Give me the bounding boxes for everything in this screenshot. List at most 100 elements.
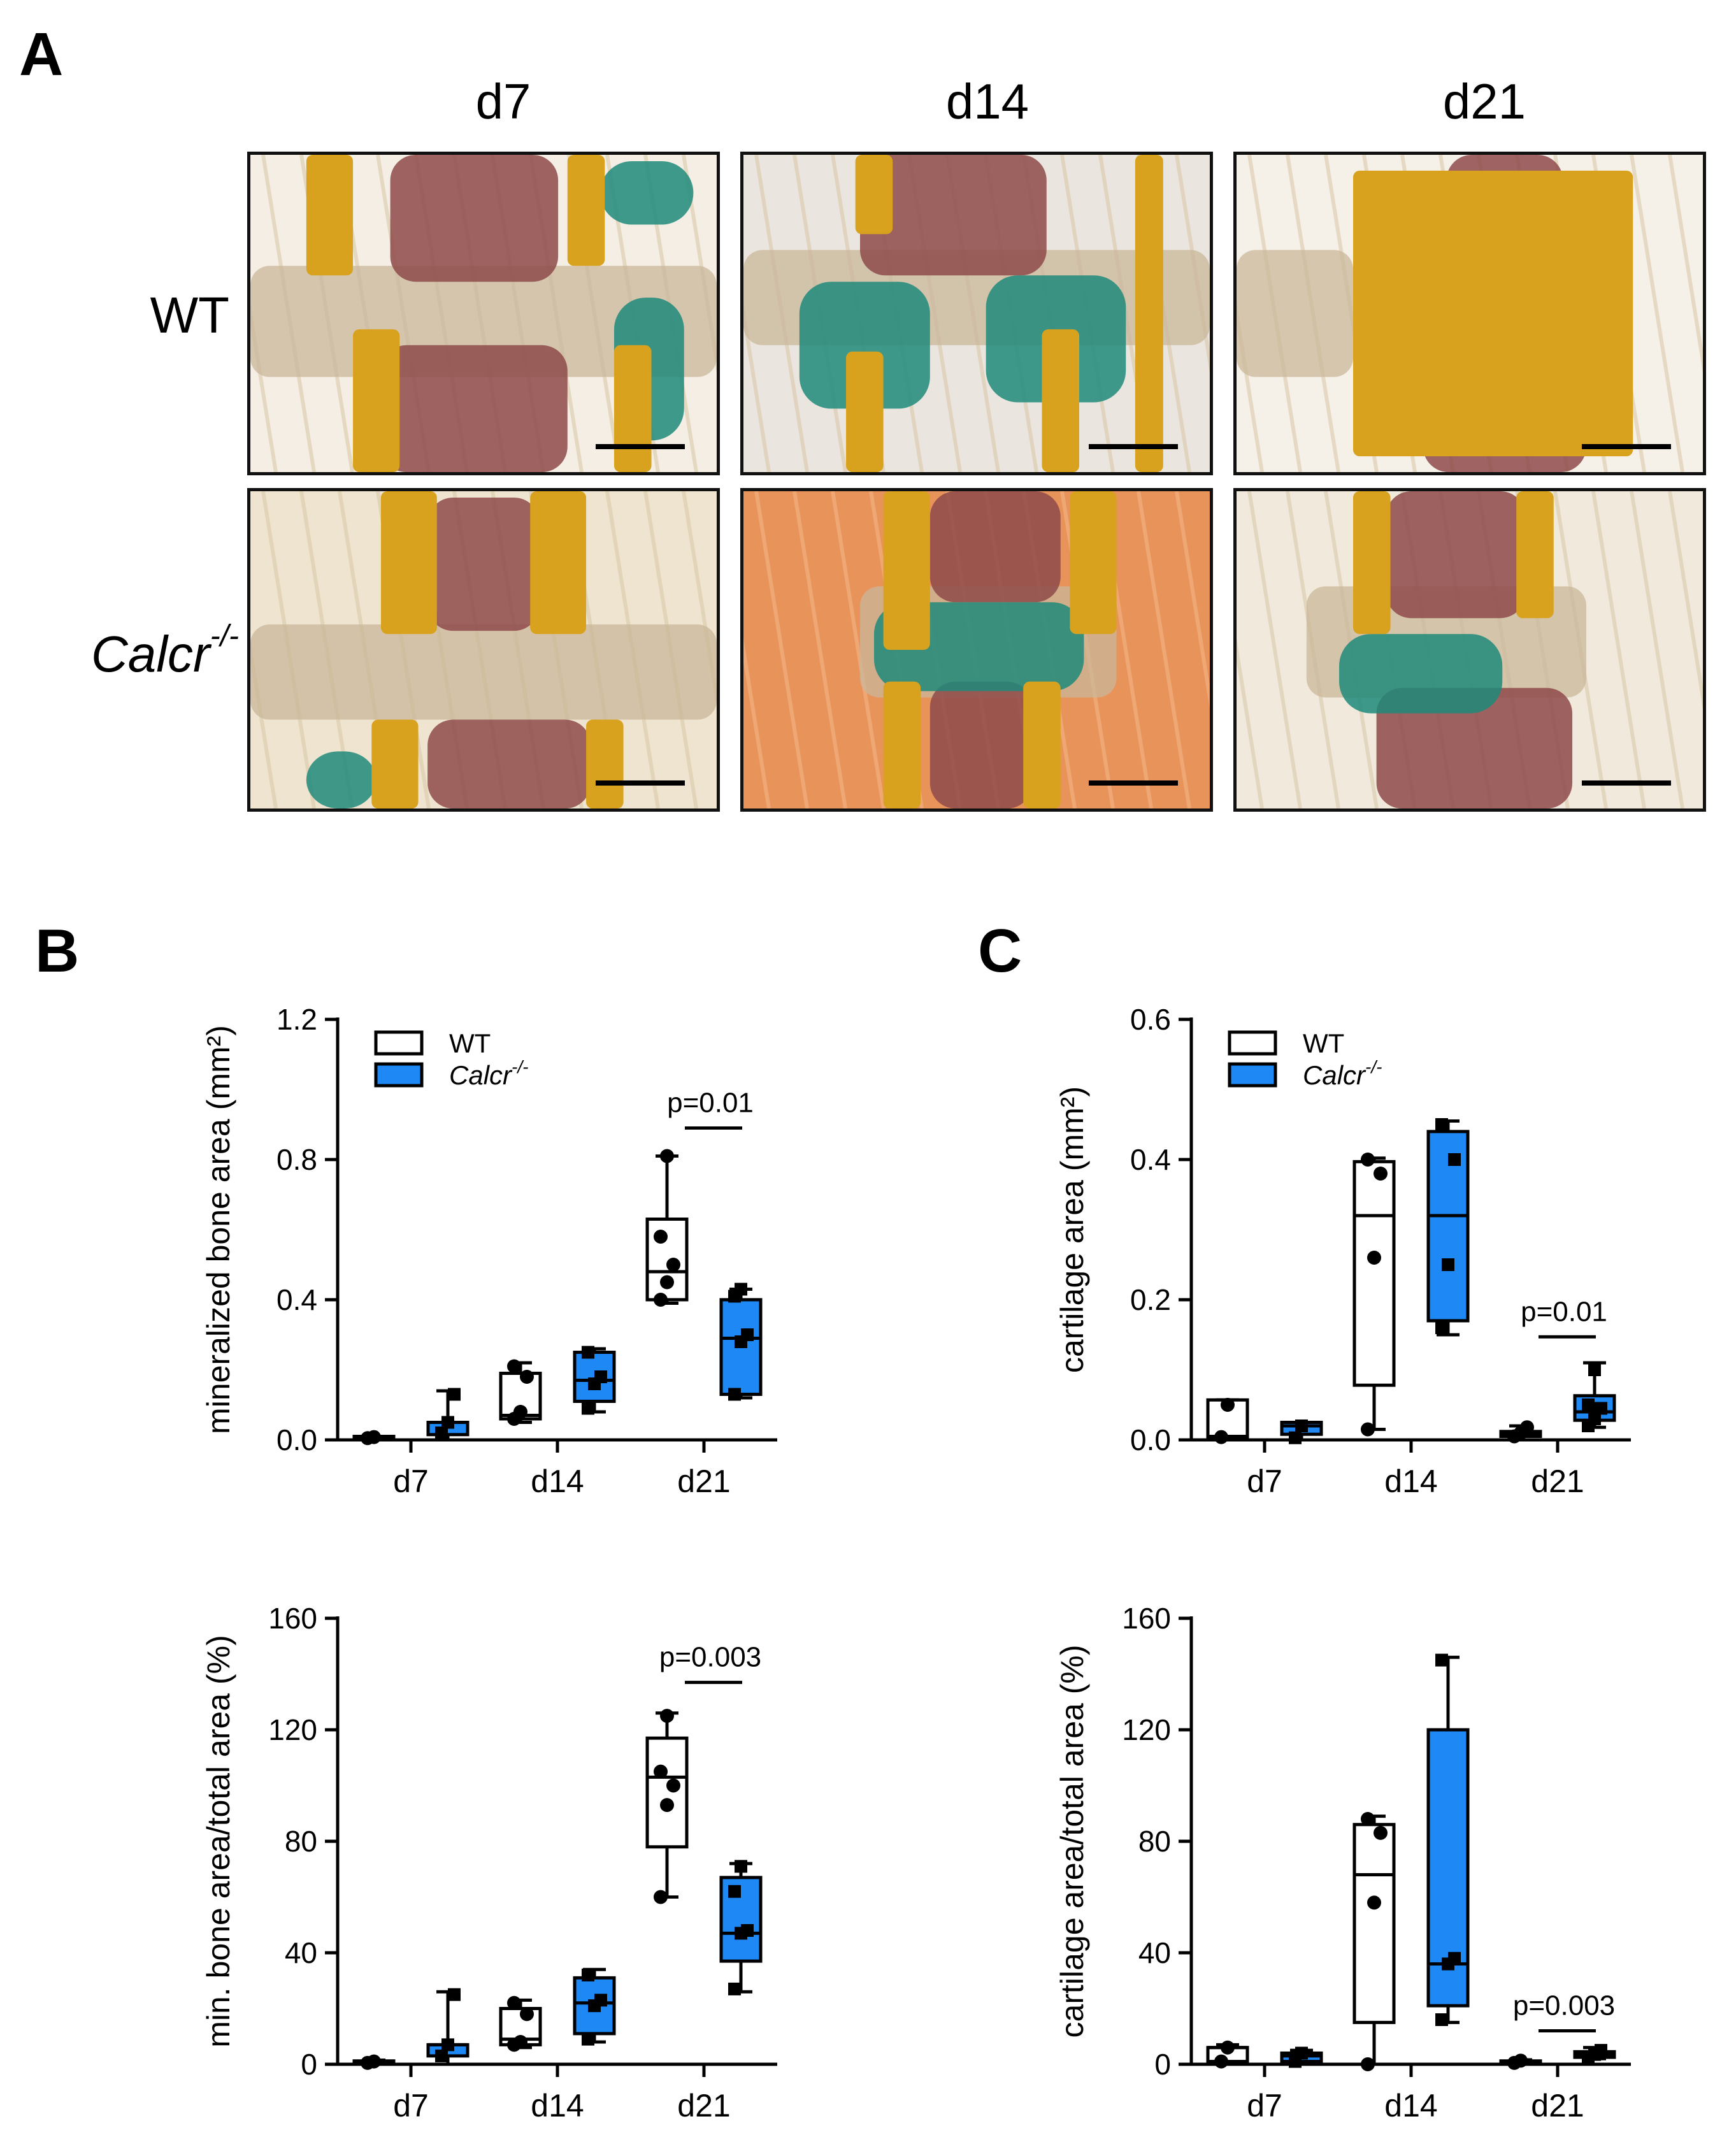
data-point: [594, 1994, 607, 2007]
data-point: [513, 2035, 527, 2049]
data-point: [1435, 2013, 1448, 2026]
box-calcr-d7: [1280, 1419, 1323, 1444]
box-calcr-d7: [426, 1388, 470, 1442]
micrograph-calcr-d7: [247, 488, 720, 812]
data-point: [582, 1402, 594, 1415]
x-tick-label: d21: [677, 2088, 730, 2124]
legend-swatch-wt: [1228, 1030, 1277, 1056]
row-label-wt: WT: [0, 290, 229, 341]
data-point: [660, 1275, 674, 1290]
y-axis-label: cartilage area (mm²): [1054, 1086, 1090, 1373]
micrograph-wt-d14: [740, 152, 1213, 475]
data-point: [1295, 2046, 1308, 2060]
micrograph-wt-d7: [247, 152, 720, 475]
y-tick-label: 0.0: [276, 1423, 317, 1456]
box-wt-d14: [499, 1995, 542, 2052]
micrograph-wt-d14-image: [743, 155, 1210, 472]
data-point: [1448, 1153, 1461, 1166]
box-wt-d21: [1499, 1420, 1542, 1444]
data-point: [666, 1258, 680, 1272]
box-calcr-d7: [426, 1988, 470, 2066]
data-point: [741, 1924, 754, 1937]
data-point: [367, 2054, 381, 2069]
data-point: [728, 1885, 741, 1898]
micrograph-calcr-d21-image: [1237, 491, 1703, 809]
data-point: [448, 1988, 461, 2001]
chart-min-bone-area-ratio: 0 40 80 120 160 min. bone area/total area (%)…: [191, 1599, 790, 2147]
row-label-wt-text: WT: [150, 287, 229, 343]
x-tick-label: d14: [531, 2088, 584, 2124]
data-point: [728, 1388, 741, 1401]
y-tick-label: 0.4: [1130, 1143, 1171, 1176]
data-point: [513, 1405, 527, 1419]
row-label-calcr-text: Calcr: [91, 626, 210, 682]
legend-swatch-calcr: [1228, 1062, 1277, 1088]
box-wt-d21: [645, 1149, 689, 1307]
y-tick-label: 1.2: [276, 1003, 317, 1036]
p-value-label: p=0.01: [1521, 1296, 1607, 1327]
chart-cartilage-area-ratio: 0 40 80 120 160 cartilage area/total area (%)…: [1045, 1599, 1644, 2147]
data-point: [1435, 1118, 1448, 1131]
data-point: [1367, 1895, 1381, 1910]
row-label-calcr: Calcr-/-: [10, 621, 239, 680]
y-axis-label: min. bone area/total area (%): [201, 1635, 236, 2048]
data-point: [367, 1430, 381, 1444]
panel-letter-c: C: [978, 917, 1022, 985]
data-point: [660, 1709, 674, 1723]
legend-label-wt: WT: [1303, 1028, 1344, 1058]
data-point: [1214, 1430, 1228, 1444]
box-wt-d14: [1352, 1153, 1396, 1437]
box-wt-d14: [499, 1359, 542, 1426]
legend-swatch-wt: [374, 1030, 424, 1056]
box-wt-d7: [1206, 1398, 1249, 1444]
y-tick-label: 160: [268, 1602, 317, 1635]
data-point: [660, 1149, 674, 1163]
data-point: [594, 1370, 607, 1383]
data-point: [1361, 1422, 1375, 1437]
row-label-calcr-sup: -/-: [210, 619, 239, 653]
data-point: [435, 1427, 448, 1439]
data-point: [735, 1860, 747, 1873]
data-point: [1367, 1251, 1381, 1265]
data-point: [1595, 1402, 1607, 1415]
y-tick-label: 120: [1122, 1713, 1171, 1746]
box-calcr-d14: [573, 1346, 616, 1415]
y-tick-label: 40: [1138, 1936, 1171, 1969]
chart-svg: 0 40 80 120 160 cartilage area/total area (%)…: [1054, 1602, 1631, 2124]
x-tick-label: d14: [1384, 2088, 1437, 2124]
x-tick-label: d21: [677, 1463, 730, 1499]
scale-bar: [596, 444, 685, 449]
data-point: [441, 1416, 454, 1429]
data-point: [654, 1890, 668, 1904]
y-tick-label: 0.6: [1130, 1003, 1171, 1036]
data-point: [435, 2049, 448, 2062]
y-tick-label: 0.8: [276, 1143, 317, 1176]
data-point: [1442, 1258, 1454, 1271]
y-tick-label: 120: [268, 1713, 317, 1746]
micrograph-calcr-d14: [740, 488, 1213, 812]
chart-svg: 0.0 0.4 0.8 1.2 mineralized bone area (mm²) d…: [201, 1003, 777, 1499]
data-point: [728, 1982, 741, 1995]
y-tick-label: 40: [285, 1936, 317, 1969]
data-point: [1289, 1431, 1302, 1444]
micrograph-wt-d21: [1233, 152, 1706, 475]
y-tick-label: 80: [285, 1825, 317, 1858]
box-calcr-d21: [1573, 1361, 1616, 1432]
scale-bar: [1582, 780, 1671, 786]
box-calcr-d7: [1280, 2046, 1323, 2068]
data-point: [1435, 1321, 1448, 1334]
data-point: [1588, 1363, 1601, 1376]
scale-bar: [596, 780, 685, 786]
legend-label-calcr: Calcr-/-: [1303, 1057, 1382, 1090]
box-calcr-d14: [1426, 1118, 1470, 1337]
scale-bar: [1582, 444, 1671, 449]
data-point: [1361, 1812, 1375, 1826]
data-point: [1514, 2053, 1528, 2068]
x-tick-label: d14: [531, 1463, 584, 1499]
panel-letter-a: A: [19, 20, 64, 89]
micrograph-wt-d21-image: [1237, 155, 1703, 472]
data-point: [1435, 1653, 1448, 1667]
timepoint-label-d7: d7: [475, 73, 531, 129]
